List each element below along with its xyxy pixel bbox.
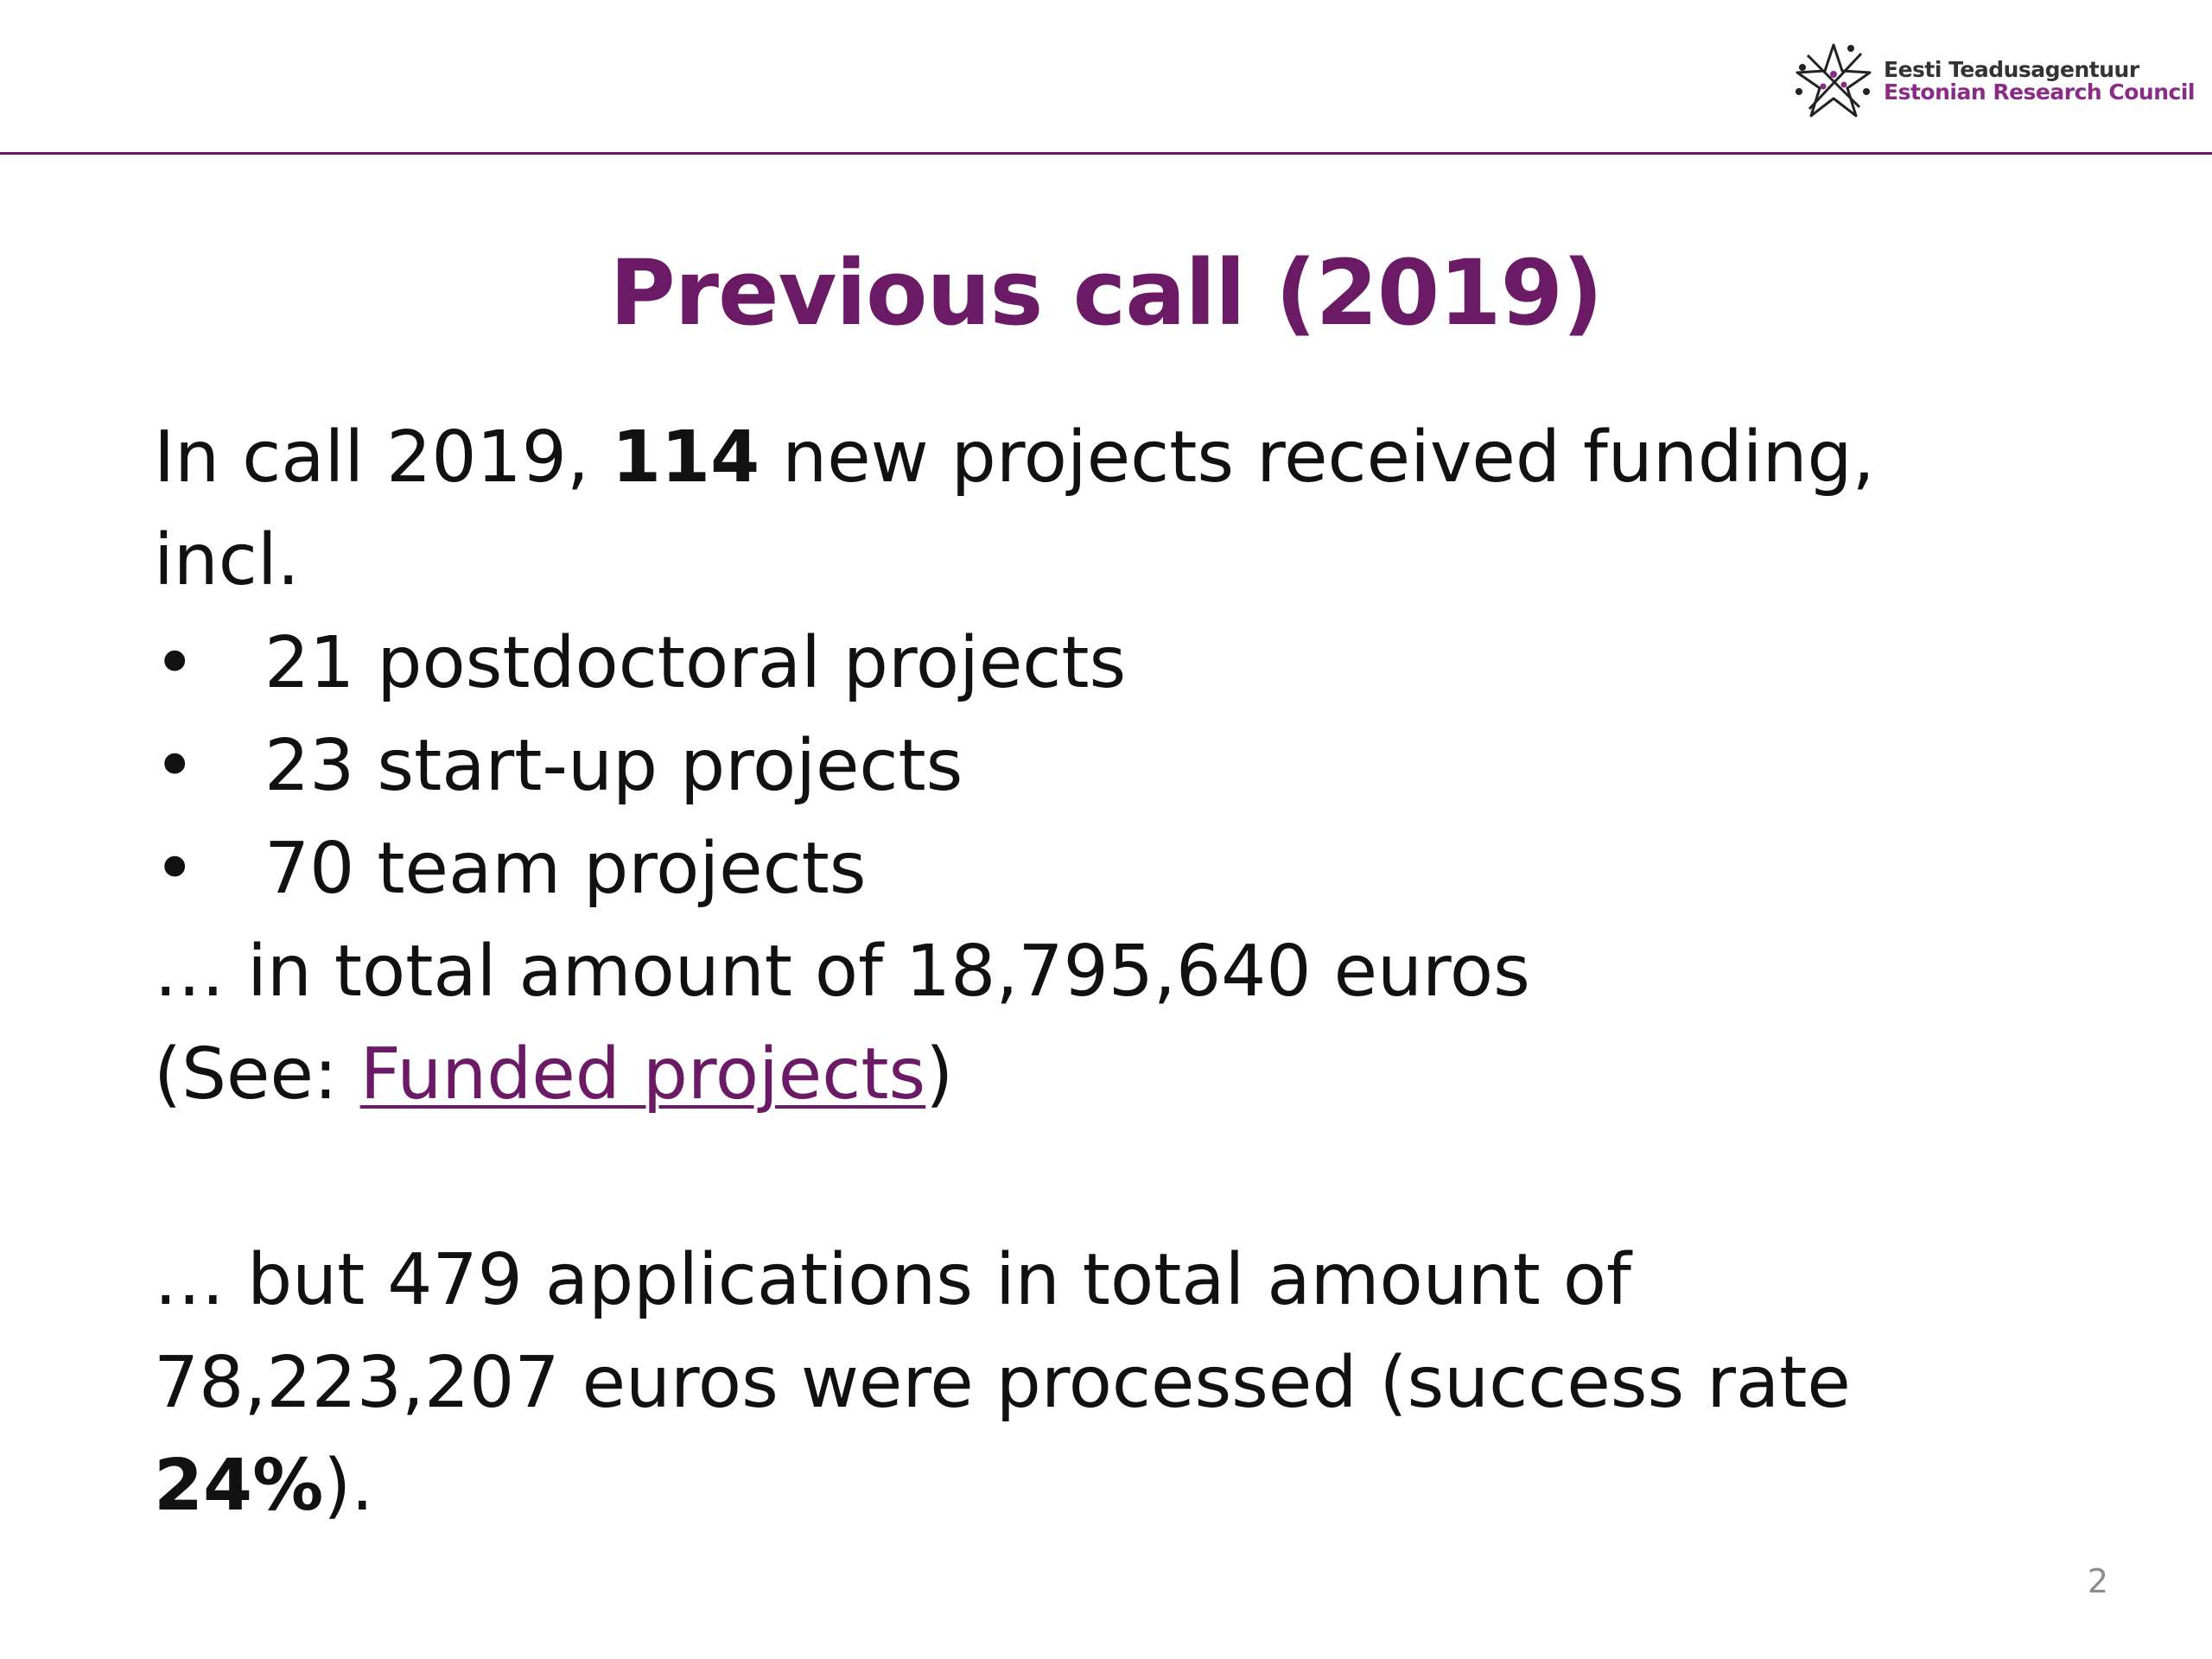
project-count: 114 bbox=[612, 416, 760, 499]
bullet-icon: • bbox=[154, 725, 196, 807]
star-logo-icon bbox=[1796, 43, 1872, 118]
see-line: (See: Funded projects) bbox=[154, 1023, 2055, 1126]
funded-projects-link[interactable]: Funded projects bbox=[359, 1033, 926, 1116]
intro-continuation: incl. bbox=[154, 519, 300, 601]
total-amount-line: … in total amount of 18,795,640 euros bbox=[154, 931, 1530, 1013]
see-prefix: (See: bbox=[154, 1033, 360, 1116]
header-divider bbox=[0, 152, 2212, 155]
list-item-text: 23 start-up projects bbox=[264, 725, 963, 807]
intro-prefix: In call 2019, bbox=[154, 416, 612, 499]
slide-title: Previous call (2019) bbox=[609, 240, 1604, 346]
see-suffix: ) bbox=[925, 1033, 954, 1116]
page-number: 2 bbox=[2087, 1562, 2108, 1600]
slide-body: In call 2019, 114 new projects received … bbox=[154, 406, 2055, 1537]
applications-line-2: 78,223,207 euros were processed (success… bbox=[154, 1342, 1851, 1424]
list-item-text: 21 postdoctoral projects bbox=[264, 622, 1127, 704]
success-rate-line: 24%). bbox=[154, 1434, 2055, 1537]
intro-suffix: new projects received funding, bbox=[760, 416, 1875, 499]
bullet-icon: • bbox=[154, 828, 196, 910]
estonian-research-council-logo: Eesti Teadusagentuur Estonian Research C… bbox=[1790, 38, 2195, 124]
list-item: • 21 postdoctoral projects bbox=[154, 612, 2055, 715]
list-item-text: 70 team projects bbox=[264, 828, 867, 910]
intro-line: In call 2019, 114 new projects received … bbox=[154, 406, 2055, 509]
logo-text-english: Estonian Research Council bbox=[1884, 79, 2195, 105]
logo-text-estonian: Eesti Teadusagentuur bbox=[1884, 56, 2139, 82]
list-item: • 70 team projects bbox=[154, 817, 2055, 920]
spacer bbox=[154, 1126, 2055, 1229]
bullet-icon: • bbox=[154, 622, 196, 704]
success-rate-value: 24% bbox=[154, 1445, 324, 1527]
applications-line-1: … but 479 applications in total amount o… bbox=[154, 1239, 1631, 1321]
success-rate-suffix: ). bbox=[323, 1445, 374, 1527]
logo-text: Eesti Teadusagentuur Estonian Research C… bbox=[1884, 56, 2195, 105]
list-item: • 23 start-up projects bbox=[154, 715, 2055, 817]
